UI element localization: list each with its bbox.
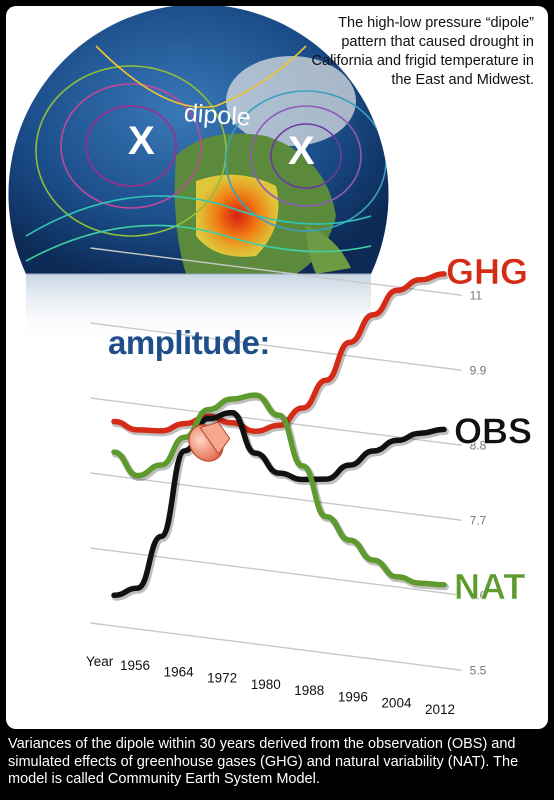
- series-line-ghg: [111, 271, 447, 435]
- y-tick-label: 7.7: [470, 513, 487, 527]
- y-gridline: [90, 622, 462, 671]
- y-tick-label: 8.8: [470, 438, 487, 452]
- series-label-nat: NAT: [454, 566, 525, 607]
- x-tick-label: 1988: [294, 683, 324, 698]
- figure-caption: Variances of the dipole within 30 years …: [8, 736, 519, 787]
- x-tick-label: 2012: [425, 702, 455, 717]
- series-label-ghg: GHG: [446, 251, 528, 292]
- x-tick-label: 1964: [164, 664, 195, 679]
- figure-panel: X X dipole 5.5 6.6 7.7 8.8 9.9 11 Year 1956 196…: [6, 6, 548, 729]
- x-tick-label: 1996: [338, 689, 368, 704]
- low-pressure-marker: X: [288, 129, 315, 173]
- high-pressure-marker: X: [128, 119, 155, 163]
- x-axis-label: Year: [86, 654, 114, 669]
- y-gridline: [90, 472, 462, 521]
- y-tick-label: 9.9: [470, 363, 487, 377]
- y-tick-label: 6.6: [470, 588, 487, 602]
- x-tick-label: 2004: [381, 696, 412, 711]
- y-tick-label: 5.5: [470, 663, 487, 677]
- series-line-obs: [111, 409, 447, 599]
- x-tick-label: 1956: [120, 658, 150, 673]
- x-tick-label: 1972: [207, 671, 237, 686]
- chart-labels: Year 1956 1964 1972 1980 1988 1996 2004 2012 GHG O…: [86, 251, 532, 717]
- amplitude-label: amplitude:: [108, 324, 270, 361]
- chart-canvas: X X dipole 5.5 6.6 7.7 8.8 9.9 11 Year 1956 196…: [8, 6, 532, 717]
- x-tick-label: 1980: [251, 677, 281, 692]
- y-gridline: [90, 397, 462, 446]
- globe-illustration: X X dipole: [8, 6, 389, 344]
- crossing-marker: [188, 421, 231, 462]
- series-line-nat: [111, 392, 447, 588]
- y-tick-label: 11: [470, 288, 483, 302]
- dipole-label: dipole: [183, 99, 252, 132]
- series-label-obs: OBS: [454, 410, 532, 451]
- y-gridline: [90, 322, 462, 371]
- chart-series: [111, 271, 449, 601]
- headline-text: The high-low pressure “dipole” pattern t…: [311, 15, 534, 88]
